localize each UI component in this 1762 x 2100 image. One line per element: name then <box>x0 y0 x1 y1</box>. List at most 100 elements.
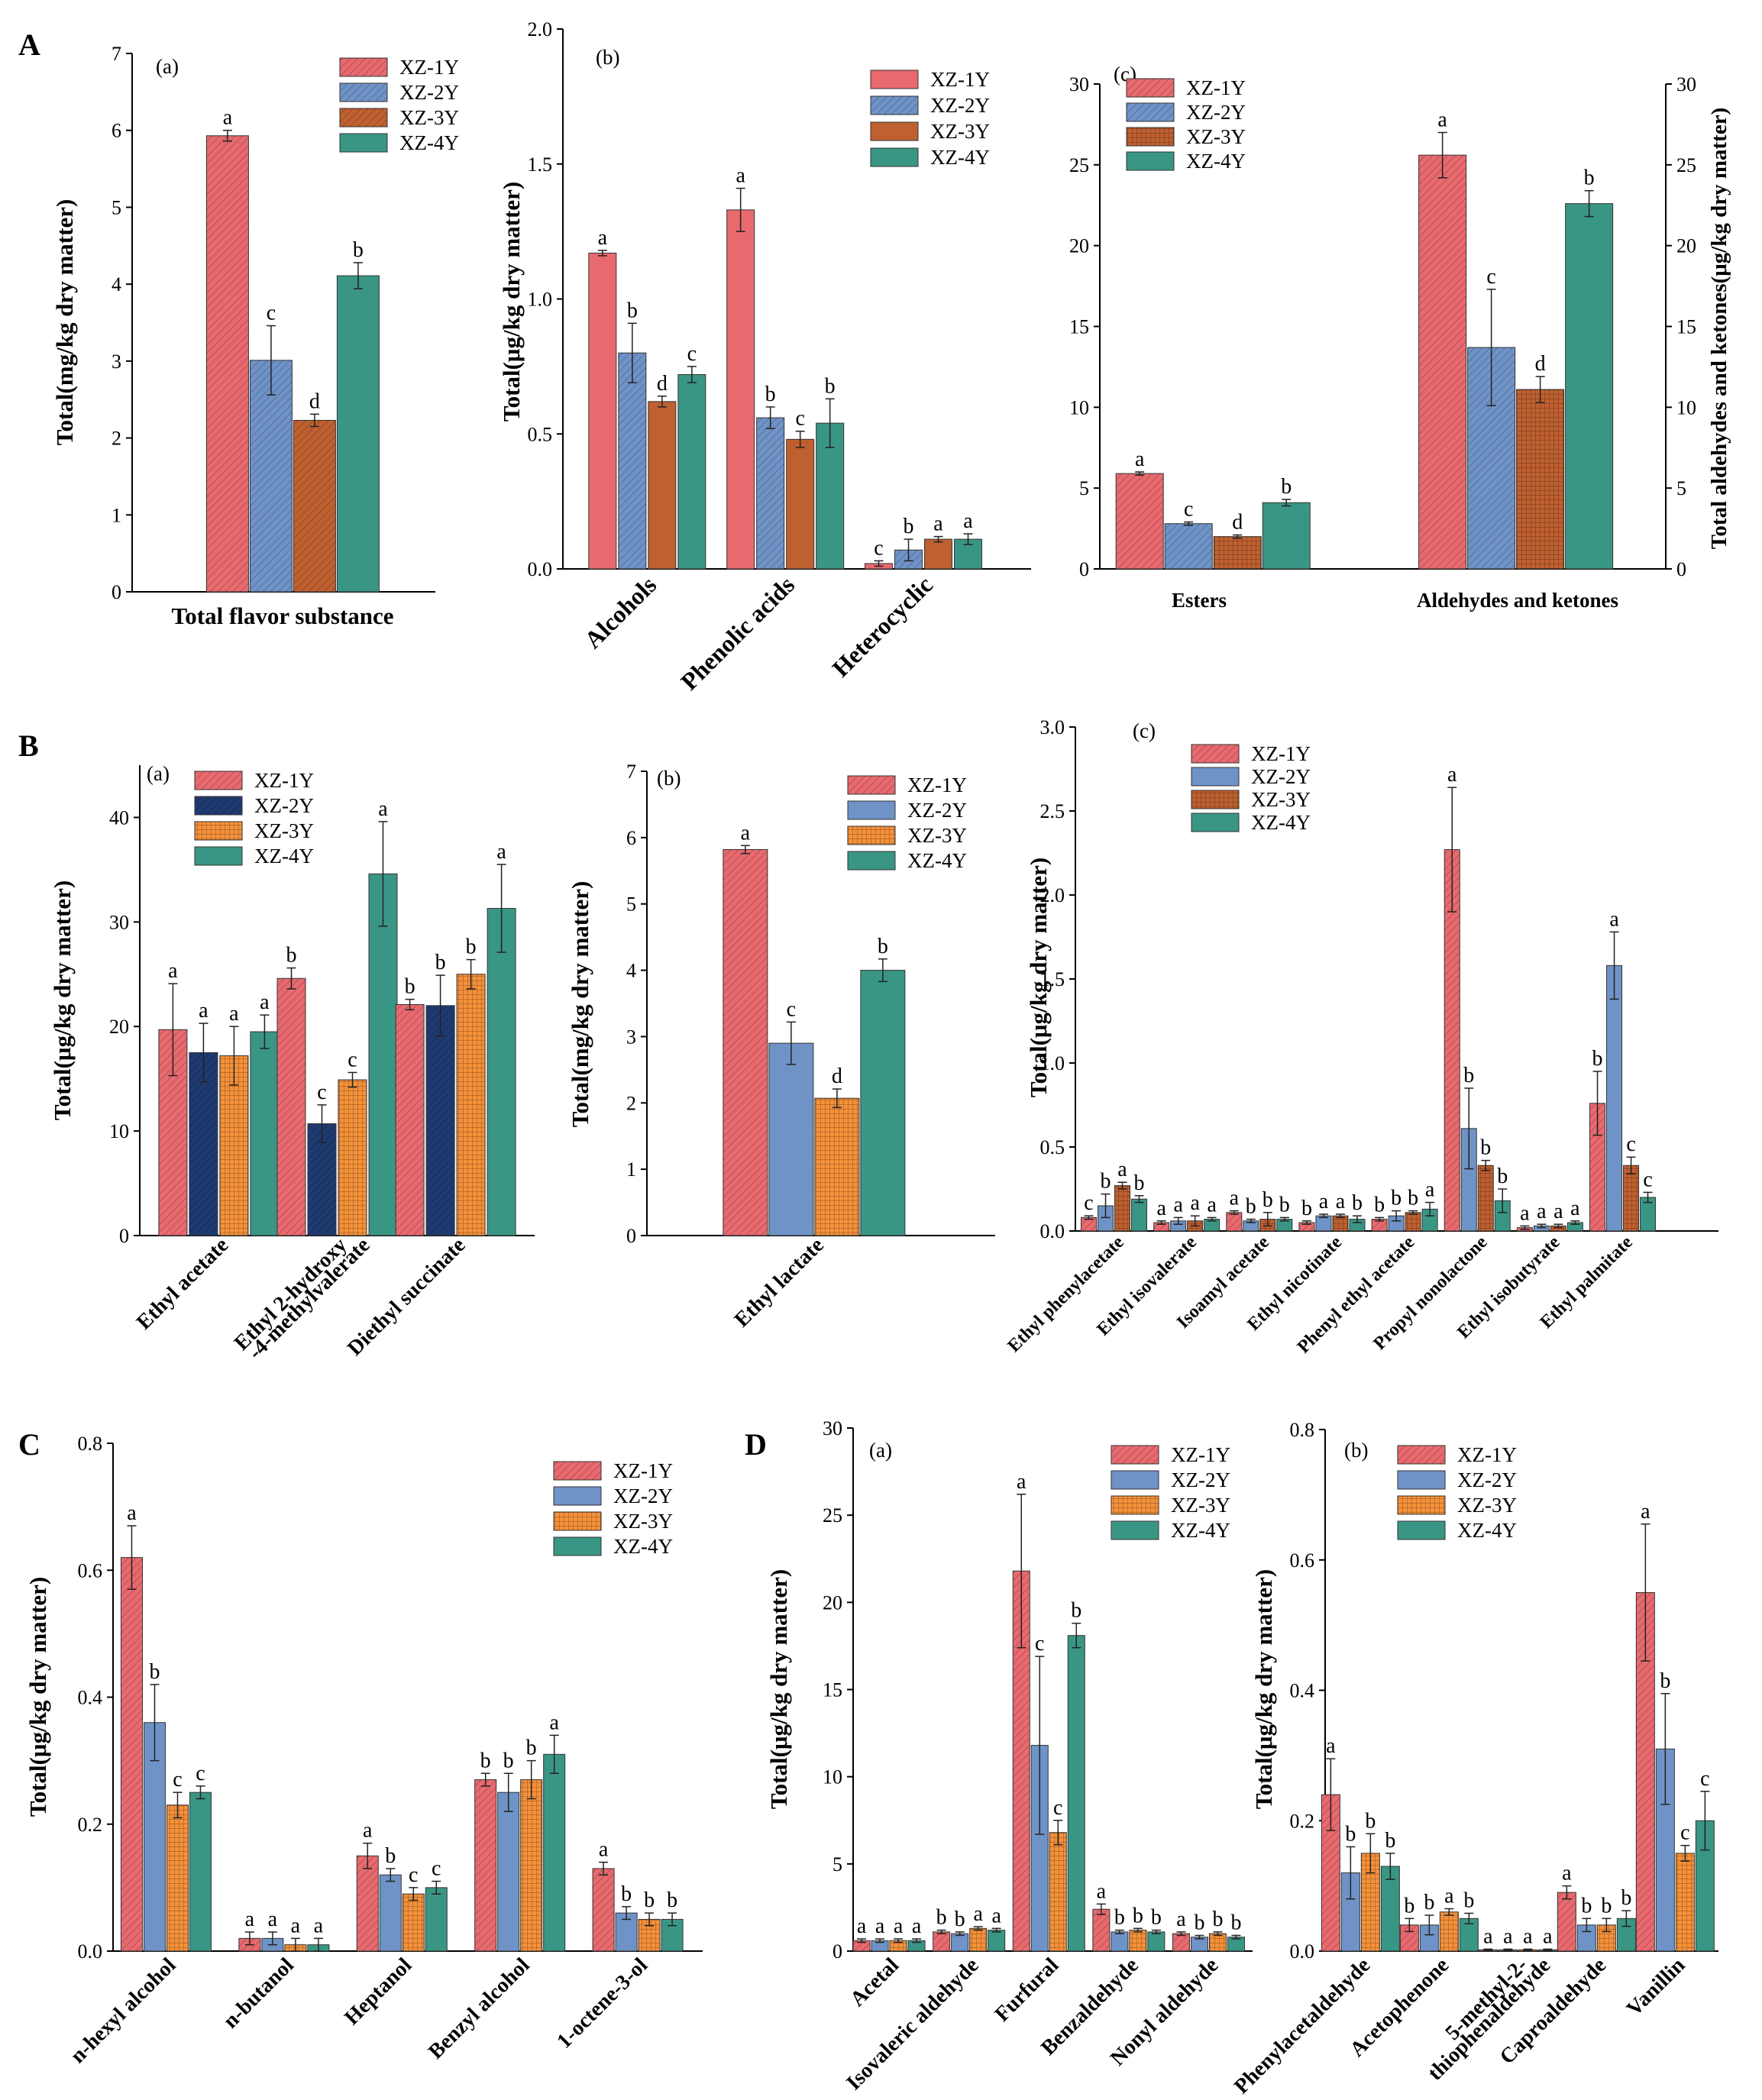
legend-swatch <box>1397 1470 1446 1490</box>
significance-letter: b <box>667 1888 677 1912</box>
category-label: Phenylacetaldehyde <box>1230 1953 1375 2098</box>
significance-letter: a <box>1437 108 1447 132</box>
legend-swatch-hatch <box>848 826 895 845</box>
significance-letter: a <box>1336 1190 1346 1213</box>
y-axis-label: Total(mg/kg dry matter) <box>567 881 593 1128</box>
bar <box>543 1753 566 1952</box>
bar-hatch <box>1372 1219 1388 1231</box>
bar-hatch <box>593 1868 615 1951</box>
bar-hatch <box>723 849 768 1236</box>
y-tick-label: 2.0 <box>1040 884 1065 906</box>
significance-letter: b <box>1660 1669 1670 1693</box>
category-label: Alcohols <box>579 570 661 653</box>
significance-letter: a <box>363 1819 373 1843</box>
y-tick-label: 0.0 <box>1040 1220 1065 1242</box>
panel-letter-b: B <box>18 729 39 763</box>
category-label: Vanillin <box>1622 1953 1690 2021</box>
y-tick-label: 0.8 <box>78 1433 103 1455</box>
y-tick-label: 2.5 <box>1040 800 1065 822</box>
significance-letter: c <box>1035 1632 1044 1656</box>
legend-swatch-hatch <box>1127 79 1174 97</box>
significance-letter: b <box>466 935 477 959</box>
bar-hatch <box>457 974 486 1236</box>
significance-letter: a <box>598 226 608 250</box>
significance-letter: a <box>378 797 388 821</box>
y-tick-label: 20 <box>1069 235 1089 257</box>
category-label: n-hexyl alcohol <box>66 1953 180 2068</box>
significance-letter: a <box>1553 1200 1563 1223</box>
significance-letter: b <box>1391 1187 1402 1210</box>
y-tick-label: 15 <box>823 1679 842 1701</box>
right-y-tick-label: 5 <box>1676 477 1686 499</box>
significance-letter: a <box>1319 1190 1329 1213</box>
legend-label: XZ-1Y <box>613 1459 673 1482</box>
y-tick-label: 3 <box>626 1026 636 1048</box>
y-tick-label: 0 <box>112 581 121 603</box>
significance-letter: a <box>1190 1191 1200 1215</box>
bar <box>250 1031 280 1236</box>
significance-letter: b <box>621 1882 632 1906</box>
significance-letter: b <box>644 1888 655 1912</box>
significance-letter: a <box>268 1908 278 1931</box>
significance-letter: a <box>1135 447 1145 471</box>
legend-swatch <box>1397 1520 1446 1540</box>
significance-letter: b <box>627 299 638 322</box>
category-label: Aldehydes and ketones <box>1417 589 1618 612</box>
y-axis-label: Total(mg/kg dry matter) <box>51 199 78 446</box>
panel-letter-d: D <box>745 1427 767 1462</box>
bar <box>1111 1931 1129 1952</box>
legend-swatch <box>194 846 243 866</box>
category-label: Total flavor substance <box>171 603 393 629</box>
significance-letter: b <box>1345 1822 1356 1846</box>
bar-hatch <box>1214 536 1262 569</box>
y-tick-label: 0 <box>1079 558 1089 580</box>
bar <box>726 209 755 570</box>
y-tick-label: 0.5 <box>528 423 553 445</box>
y-tick-label: 0 <box>119 1225 129 1247</box>
significance-letter: b <box>1281 475 1292 499</box>
significance-letter: a <box>168 959 178 983</box>
y-tick-label: 25 <box>823 1504 842 1527</box>
legend-swatch <box>870 147 919 167</box>
legend-label: XZ-2Y <box>930 94 990 117</box>
legend-swatch-hatch <box>848 776 895 794</box>
significance-letter: b <box>503 1749 514 1772</box>
bar <box>648 401 677 570</box>
bar <box>677 373 706 570</box>
bar-hatch <box>206 135 249 592</box>
significance-letter: c <box>348 1048 357 1071</box>
legend-label: XZ-4Y <box>907 849 967 872</box>
y-tick-label: 0.0 <box>1290 1940 1315 1963</box>
bar-hatch <box>1049 1832 1067 1951</box>
legend-swatch <box>1111 1470 1159 1490</box>
bar-hatch <box>1081 1217 1097 1231</box>
y-tick-label: 2 <box>626 1092 636 1114</box>
legend-swatch-hatch <box>1191 745 1239 763</box>
category-label: Esters <box>1172 589 1227 612</box>
bar <box>768 1042 814 1236</box>
significance-letter: a <box>1543 1924 1553 1948</box>
bar-hatch <box>1298 1223 1314 1231</box>
legend-label: XZ-4Y <box>399 131 459 154</box>
significance-letter: b <box>385 1844 396 1868</box>
bar-hatch <box>426 1005 455 1236</box>
y-tick-label: 6 <box>626 827 636 849</box>
subplot-label: (a) <box>156 55 179 78</box>
bar <box>786 438 815 570</box>
legend-label: XZ-1Y <box>1251 742 1311 765</box>
significance-letter: a <box>933 512 943 536</box>
category-label: Ethyl phenylacetate <box>1004 1233 1128 1356</box>
legend-label: XZ-3Y <box>399 106 459 129</box>
significance-letter: b <box>435 951 446 974</box>
significance-letter: b <box>878 935 888 958</box>
subplot-label: (c) <box>1133 719 1156 742</box>
significance-letter: c <box>1084 1191 1093 1215</box>
bar-hatch <box>853 1940 871 1951</box>
legend-swatch <box>847 800 896 820</box>
significance-letter: c <box>1643 1168 1652 1191</box>
significance-letter: a <box>1570 1197 1580 1220</box>
